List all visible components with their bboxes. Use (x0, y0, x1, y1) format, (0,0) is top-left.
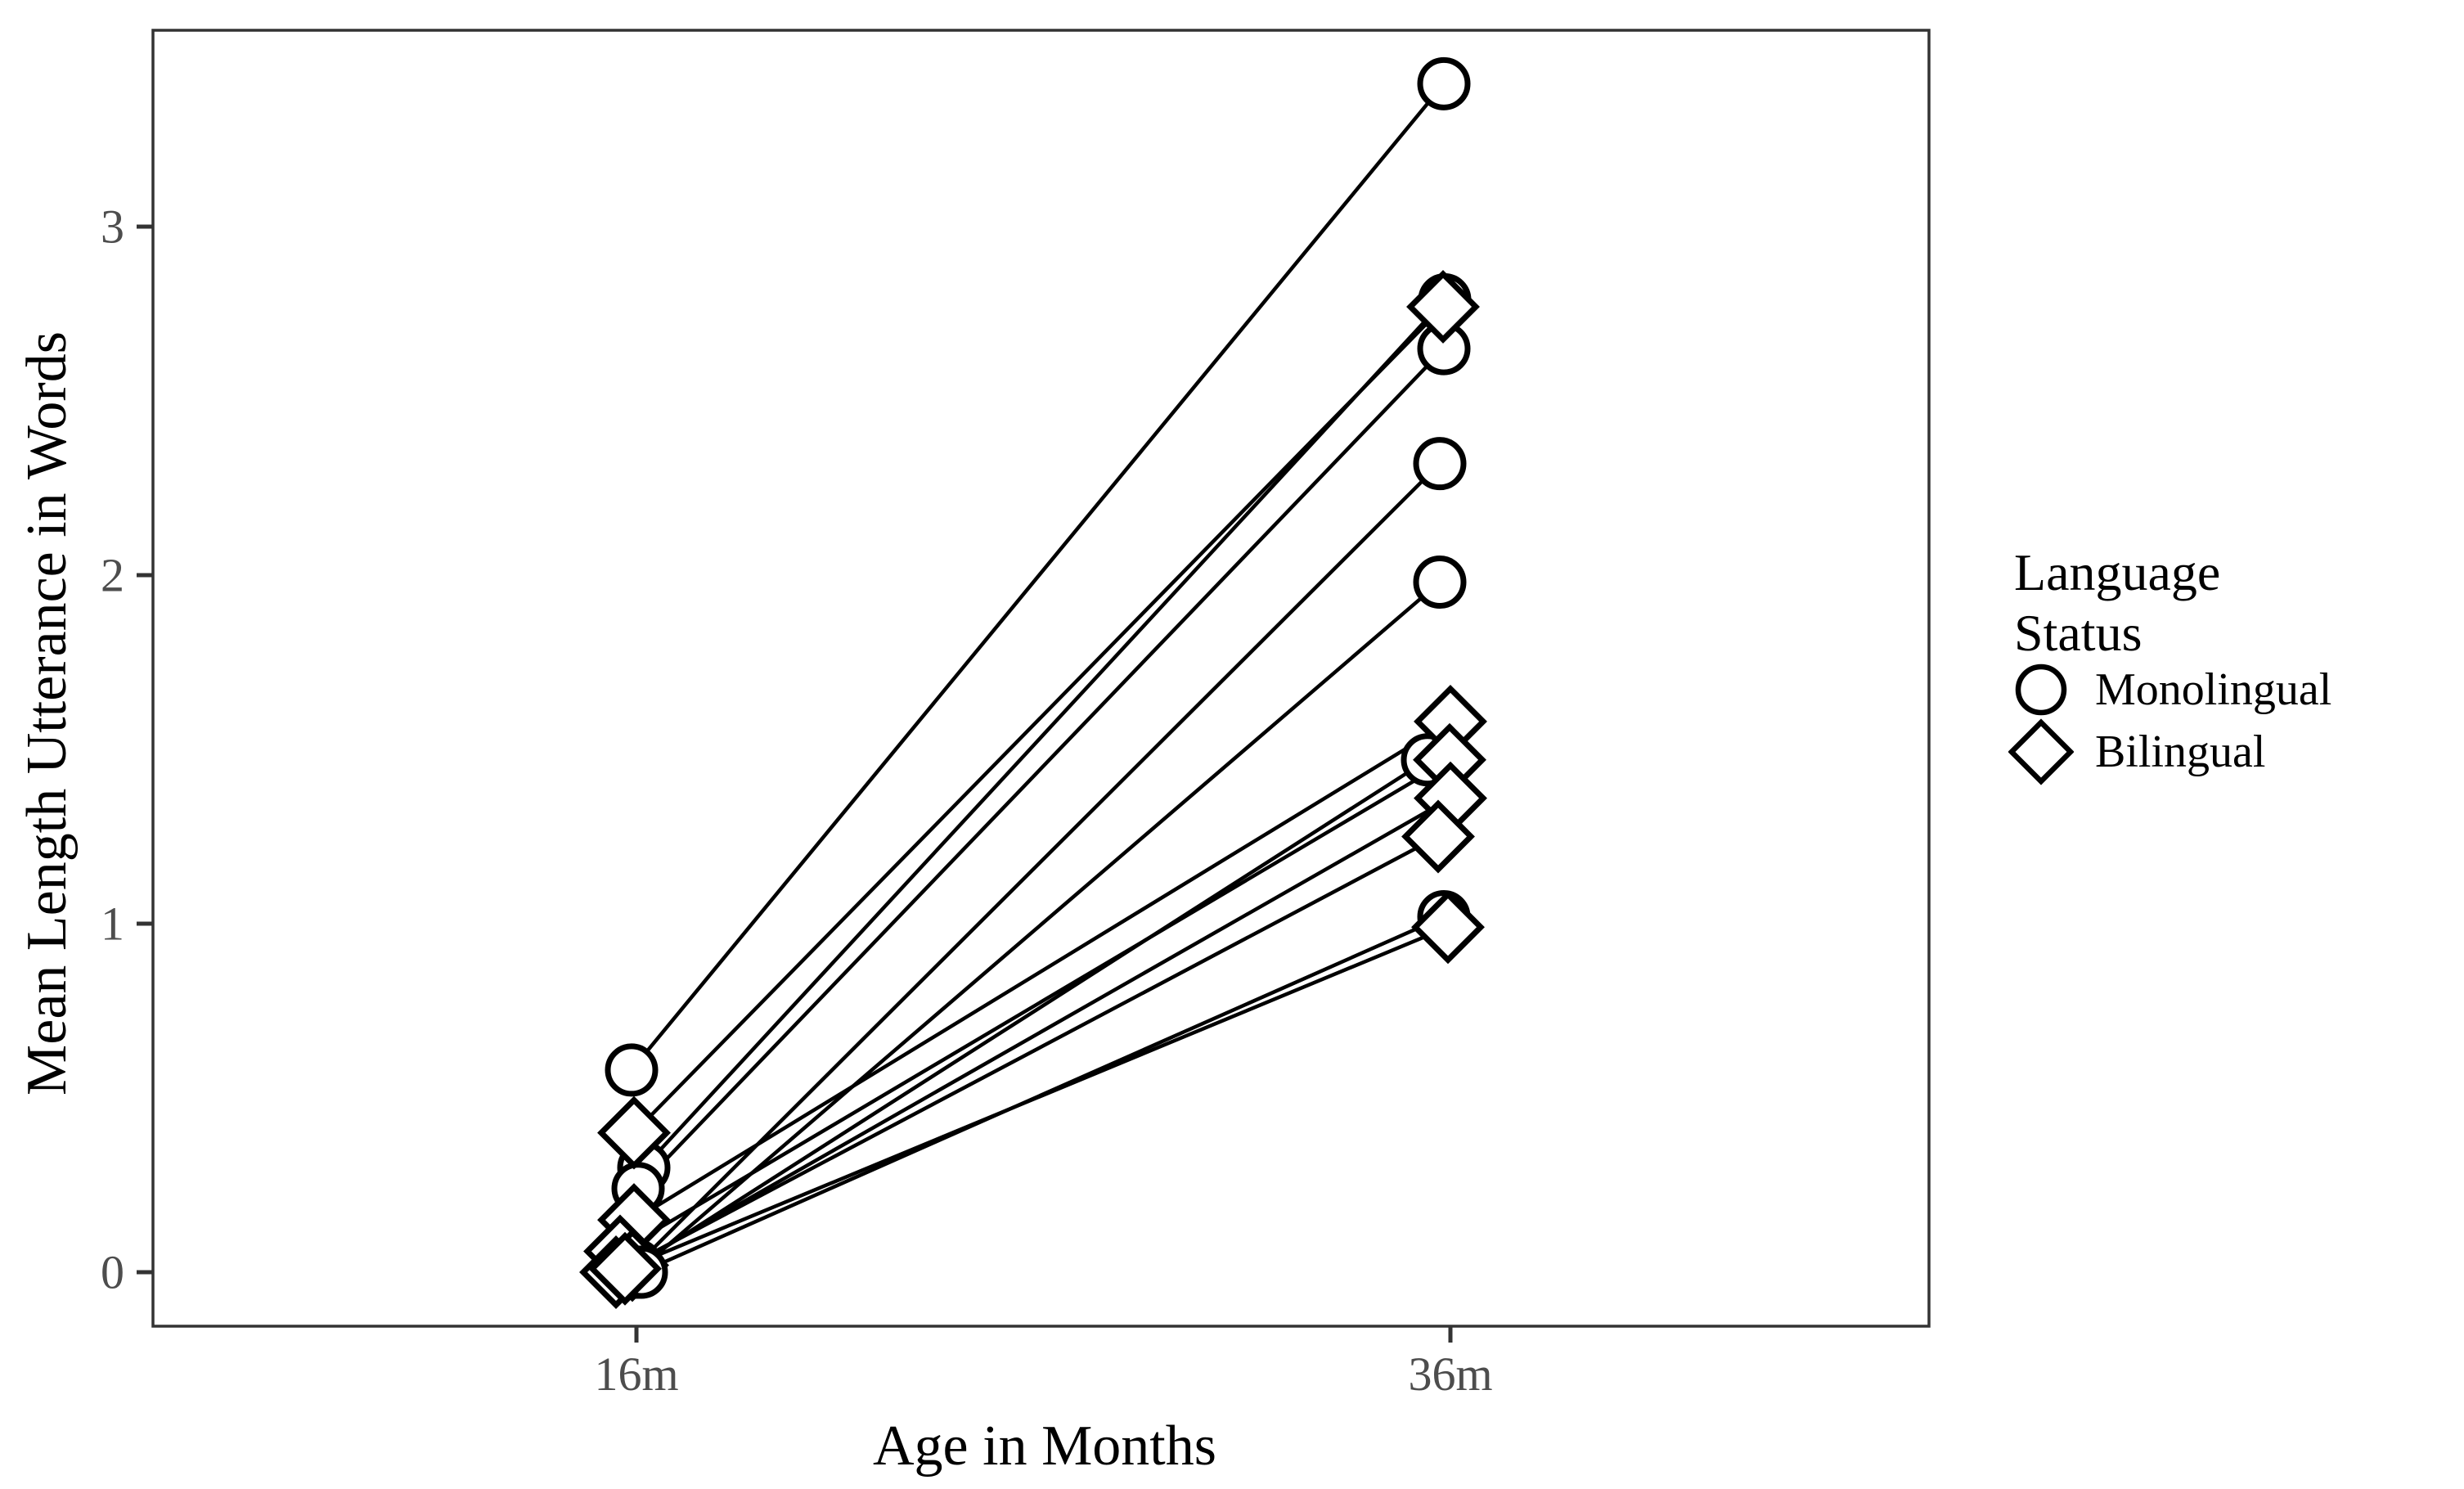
subject-line (631, 796, 1452, 1267)
x-tick-label: 36m (1408, 1347, 1492, 1401)
panel-border (151, 29, 1931, 1328)
x-axis-title: Age in Months (873, 1415, 1216, 1478)
subject-marker-circle (1417, 56, 1471, 110)
subject-line (614, 834, 1440, 1274)
y-tick-label: 1 (101, 897, 124, 951)
legend-key-diamond-icon (2008, 718, 2074, 785)
subject-marker-circle (1413, 437, 1467, 491)
subject-line (642, 298, 1446, 1169)
x-tick-label: 16m (594, 1347, 678, 1401)
subject-line (635, 462, 1441, 1267)
legend-label-monolingual: Monolingual (2095, 664, 2332, 715)
subject-marker-diamond (1411, 890, 1485, 965)
subject-marker-diamond (597, 1095, 671, 1170)
y-axis-title: Mean Length Utterance in Words (16, 331, 79, 1095)
subject-line (630, 758, 1429, 1271)
subject-line (632, 305, 1445, 1135)
subject-line (632, 719, 1452, 1222)
legend-entry-monolingual: Monolingual (2008, 655, 2331, 724)
subject-marker-diamond (1401, 799, 1475, 874)
y-tick-label: 0 (101, 1246, 124, 1299)
subject-line (624, 925, 1449, 1271)
subject-line (635, 580, 1441, 1274)
y-tick-label: 3 (101, 200, 124, 254)
legend-key-circle-icon (2015, 664, 2067, 716)
legend-title: Language Status (2014, 543, 2221, 662)
legend-entry-bilingual: Bilingual (2008, 718, 2265, 786)
subject-marker-circle (1413, 556, 1467, 610)
legend-label-bilingual: Bilingual (2095, 727, 2266, 777)
subject-marker-diamond (588, 1231, 662, 1306)
y-tick-label: 2 (101, 549, 124, 602)
subject-marker-circle (605, 1043, 659, 1097)
subject-marker-diamond (1406, 270, 1480, 344)
subject-line (636, 347, 1446, 1190)
subject-line (630, 82, 1446, 1072)
